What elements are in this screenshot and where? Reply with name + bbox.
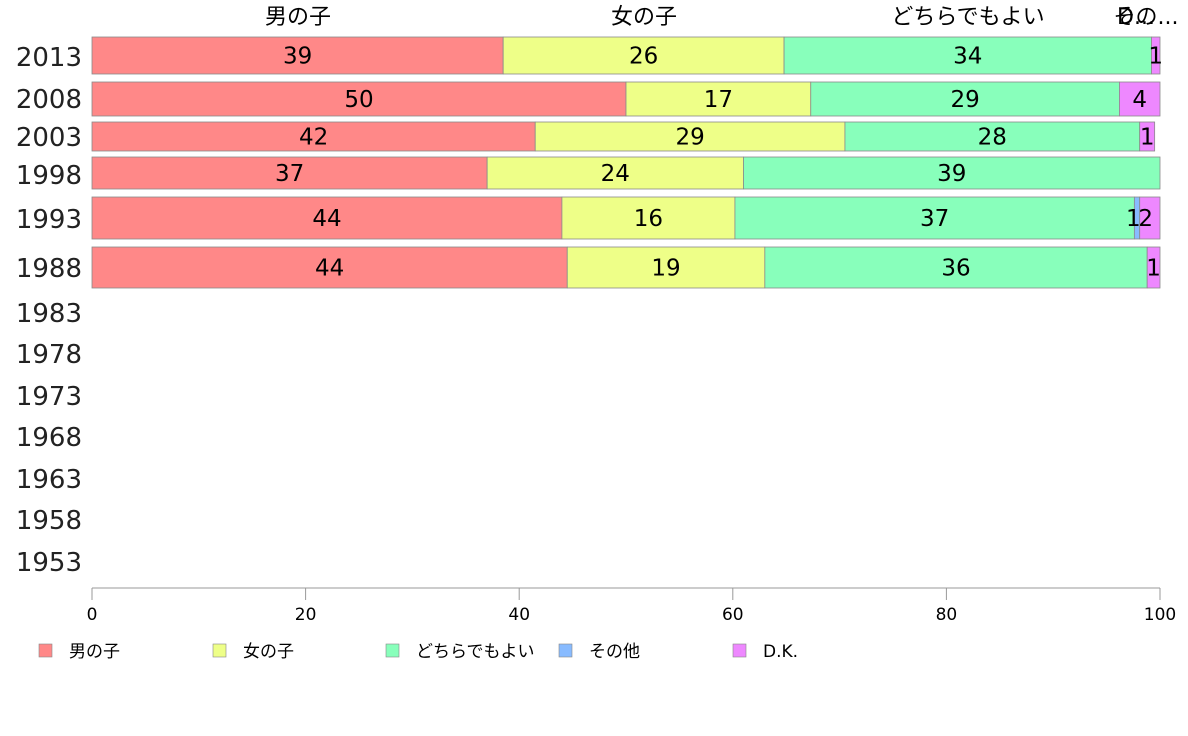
top-label: どちらでもよい — [891, 5, 1044, 30]
data-label: 50 — [344, 87, 373, 113]
legend: 男の子 女の子 どちらでもよい その他 D.K. — [38, 642, 798, 662]
year-label: 2008 — [16, 85, 82, 115]
year-label: 1973 — [16, 382, 82, 412]
bar-segment — [1151, 36, 1161, 75]
legend-label: D.K. — [763, 642, 798, 662]
data-label: 39 — [937, 161, 966, 187]
data-label: 29 — [675, 125, 704, 151]
bar-segment — [1139, 196, 1161, 240]
year-label: 1998 — [16, 161, 82, 191]
bar-segment — [1139, 121, 1156, 152]
bar-segment — [534, 121, 846, 152]
bar-segment — [561, 196, 736, 240]
x-tick-label: 0 — [87, 605, 98, 625]
data-label: 1 — [1146, 256, 1161, 282]
bar-segment — [486, 156, 744, 190]
bar-segment — [625, 81, 812, 117]
data-label: 19 — [651, 256, 680, 282]
data-label: 2 — [1138, 206, 1153, 232]
legend-swatch — [212, 643, 227, 658]
data-label: 36 — [941, 256, 970, 282]
year-label: 1953 — [16, 548, 82, 578]
year-label: 1968 — [16, 423, 82, 453]
data-label: 37 — [920, 206, 949, 232]
year-label: 1958 — [16, 506, 82, 536]
data-label: 34 — [953, 44, 982, 70]
year-label: 1993 — [16, 205, 82, 235]
data-label: 44 — [315, 256, 344, 282]
bar-segment — [91, 36, 504, 75]
data-label: 29 — [950, 87, 979, 113]
bar-segment — [566, 246, 766, 289]
year-axis-labels: 2013 2008 2003 1998 1993 1988 1983 1978 1973 1968… — [16, 43, 82, 578]
data-label: 44 — [312, 206, 341, 232]
legend-swatch — [732, 643, 747, 658]
year-label: 1978 — [16, 340, 82, 370]
data-label: 26 — [629, 44, 658, 70]
top-label: 女の子 — [611, 5, 677, 30]
data-label: 28 — [978, 125, 1007, 151]
bar-segment — [743, 156, 1161, 190]
legend-swatch — [385, 643, 400, 658]
bar-segment — [91, 121, 536, 152]
year-label: 1963 — [16, 465, 82, 495]
bar-segment — [764, 246, 1148, 289]
data-label: 42 — [299, 125, 328, 151]
top-label: D... — [1117, 5, 1155, 30]
bar-segment — [810, 81, 1120, 117]
bar-segment — [91, 156, 488, 190]
x-tick-label: 20 — [295, 605, 317, 625]
bar-segment — [91, 81, 627, 117]
top-category-labels: 男の子 女の子 どちらでもよい その...D... — [265, 5, 1179, 30]
data-label: 37 — [275, 161, 304, 187]
x-tick-label: 60 — [722, 605, 744, 625]
bar-segment — [734, 196, 1135, 240]
legend-label: 女の子 — [243, 642, 294, 662]
legend-label: その他 — [589, 642, 640, 662]
year-label: 2013 — [16, 43, 82, 73]
data-label: 39 — [283, 44, 312, 70]
bar-segment — [1146, 246, 1161, 289]
year-label: 1988 — [16, 254, 82, 284]
legend-swatch — [38, 643, 53, 658]
bar-segment — [783, 36, 1152, 75]
x-tick-label: 100 — [1144, 605, 1176, 625]
top-label: 男の子 — [265, 5, 331, 30]
year-label: 1983 — [16, 299, 82, 329]
data-label: 17 — [704, 87, 733, 113]
legend-label: どちらでもよい — [416, 642, 535, 662]
data-label: 1 — [1148, 44, 1163, 70]
bar-segment — [502, 36, 785, 75]
top-label: その... — [1114, 5, 1179, 30]
x-tick-label: 40 — [508, 605, 530, 625]
data-label: 16 — [634, 206, 663, 232]
legend-label: 男の子 — [69, 642, 120, 662]
bar-segment — [1119, 81, 1161, 117]
data-label: 24 — [601, 161, 630, 187]
legend-swatch — [558, 643, 573, 658]
bar-segment — [91, 196, 563, 240]
data-label: 1 — [1140, 125, 1155, 151]
x-tick-label: 80 — [936, 605, 958, 625]
data-label: 4 — [1132, 87, 1147, 113]
data-label: 1 — [1126, 206, 1141, 232]
x-axis: 0 20 40 60 80 100 — [87, 587, 1176, 625]
bar-segment — [844, 121, 1141, 152]
bar-segment — [91, 246, 568, 289]
year-label: 2003 — [16, 123, 82, 153]
